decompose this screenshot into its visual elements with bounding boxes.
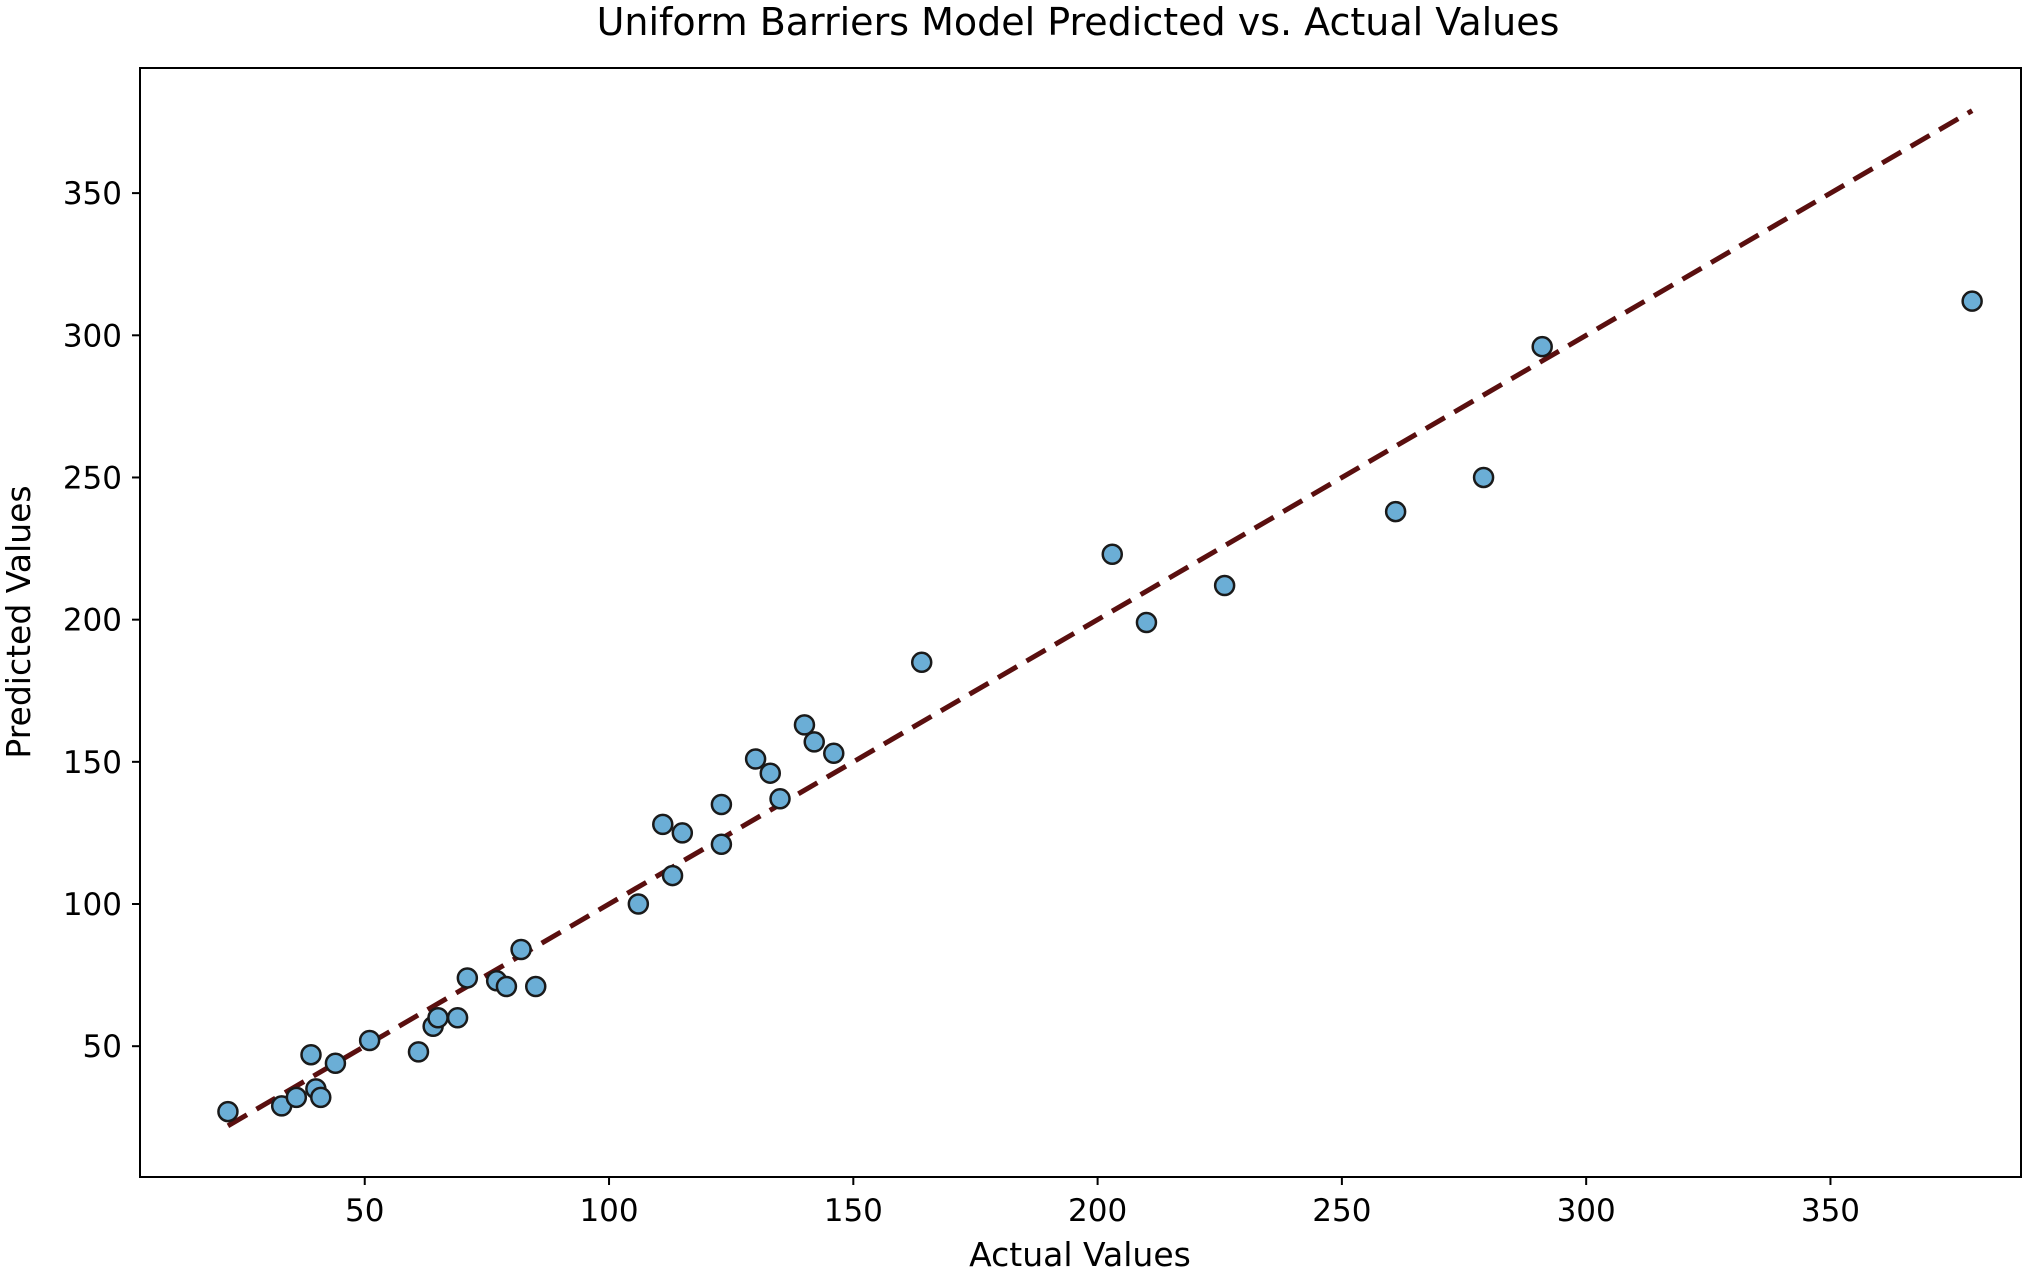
data-point <box>510 938 532 961</box>
x-tick-label: 100 <box>579 1193 638 1229</box>
data-point <box>1961 290 1983 312</box>
y-tick-label: 300 <box>63 318 122 354</box>
data-point <box>407 1041 430 1063</box>
x-tick-label: 250 <box>1312 1193 1371 1229</box>
data-point <box>803 731 825 753</box>
data-point <box>427 1007 449 1029</box>
y-tick-label: 50 <box>83 1029 122 1065</box>
data-point <box>285 1086 308 1109</box>
x-tick-label: 200 <box>1068 1193 1127 1229</box>
data-point <box>310 1086 332 1109</box>
data-point <box>300 1043 322 1066</box>
data-point <box>652 813 674 836</box>
y-tick-label: 350 <box>63 176 122 212</box>
data-point <box>456 967 479 989</box>
data-point <box>661 864 684 887</box>
y-tick-label: 200 <box>63 603 122 639</box>
x-axis: 50 100 150 200 250 300 350 <box>345 1177 1860 1229</box>
data-point <box>769 788 791 810</box>
y-axis: 50 100 150 200 250 300 350 <box>63 176 140 1065</box>
data-point <box>1472 466 1495 489</box>
x-tick-label: 50 <box>345 1193 384 1229</box>
data-point <box>1135 611 1158 634</box>
plot-area <box>217 108 1983 1128</box>
data-point <box>1531 335 1553 358</box>
data-point <box>1213 574 1236 597</box>
x-axis-label: Actual Values <box>969 1235 1191 1273</box>
data-point <box>710 793 733 816</box>
data-point <box>524 975 547 998</box>
y-tick-label: 250 <box>63 460 122 496</box>
y-tick-label: 100 <box>63 887 122 923</box>
x-tick-label: 350 <box>1801 1193 1860 1229</box>
x-tick-label: 300 <box>1557 1193 1616 1229</box>
y-tick-label: 150 <box>63 745 122 781</box>
data-point <box>793 714 816 736</box>
data-point <box>1101 543 1124 566</box>
data-point <box>910 651 933 674</box>
data-point <box>446 1007 469 1029</box>
data-point <box>823 742 845 765</box>
axes-frame <box>139 67 2022 1178</box>
y-axis-label: Predicted Values <box>0 485 38 758</box>
data-point <box>744 748 767 770</box>
data-point <box>759 762 782 784</box>
data-point <box>710 833 733 856</box>
data-point <box>358 1029 381 1052</box>
data-point <box>324 1052 347 1075</box>
data-point <box>495 975 518 998</box>
data-point <box>671 822 694 844</box>
chart-title: Uniform Barriers Model Predicted vs. Act… <box>597 0 1560 44</box>
data-point <box>217 1100 239 1123</box>
x-tick-label: 150 <box>824 1193 883 1229</box>
data-point <box>1384 500 1407 523</box>
data-point <box>627 893 650 915</box>
